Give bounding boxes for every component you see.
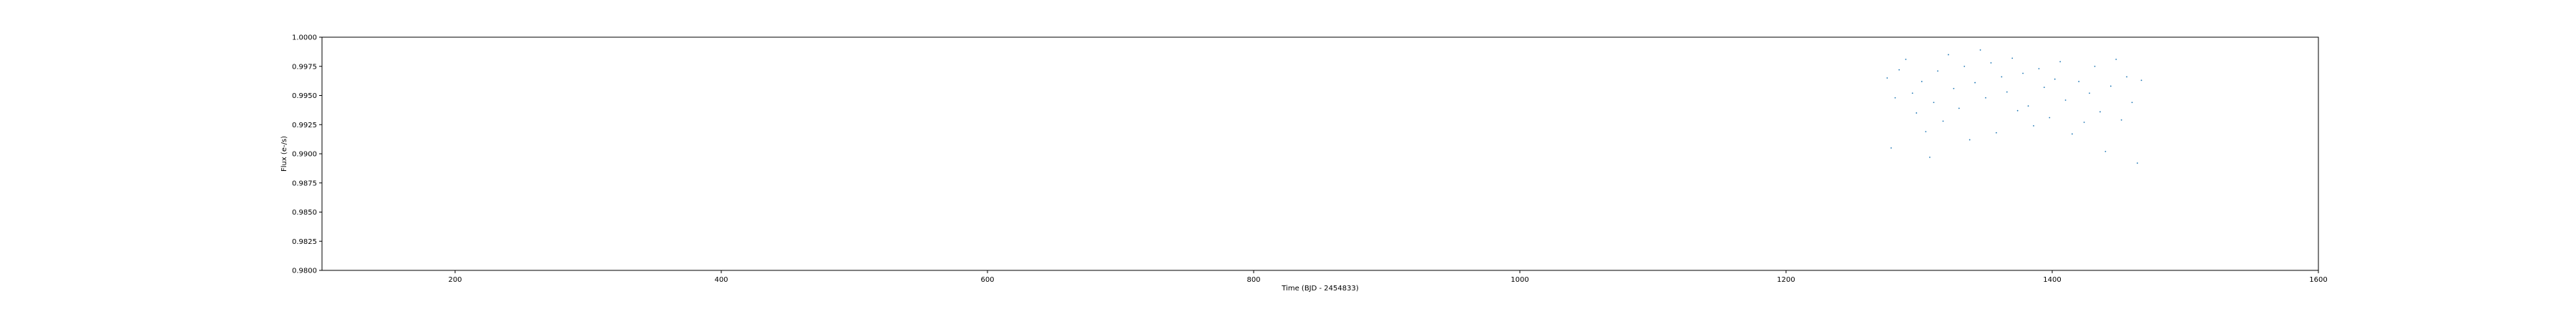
data-point [1905,59,1907,60]
data-point [1898,69,1901,71]
data-point [1974,82,1976,84]
x-tick-label: 600 [980,276,994,284]
y-tick-label: 0.9850 [292,209,317,217]
data-point [1942,120,1944,122]
x-tick-label: 1600 [2309,276,2327,284]
y-tick-label: 0.9800 [292,268,317,275]
data-point [2006,91,2008,93]
data-point [2137,162,2138,164]
x-tick-label: 1200 [1777,276,1795,284]
data-point [1916,112,1918,114]
data-point [1928,156,1931,158]
data-point [2094,65,2096,67]
data-point [2072,133,2073,135]
data-point [1890,147,1892,149]
y-tick-label: 0.9900 [292,151,317,159]
plot-frame [321,36,2319,271]
data-point [1948,54,1949,56]
y-tick-label: 0.9925 [292,122,317,129]
data-point [1963,65,1966,67]
data-point [1985,97,1986,99]
y-tick-label: 0.9975 [292,63,317,71]
data-point [2043,87,2045,88]
data-point [1995,132,1997,134]
y-axis: 0.9800 0.9825 0.9850 0.9875 0.9900 0.9925 0.99… [292,34,322,275]
data-point [1958,107,1960,109]
data-point [2083,122,2085,123]
data-point [2126,76,2128,78]
x-tick-label: 200 [448,276,462,284]
y-tick-label: 0.9875 [292,180,317,187]
y-tick-label: 1.0000 [292,34,317,42]
data-point [2115,59,2117,60]
data-point [1968,139,1971,141]
data-point [1925,131,1927,132]
y-axis-label: Flux (e-/s) [280,136,288,172]
x-axis-label: Time (BJD - 2454833) [1281,285,1359,293]
data-point [1953,87,1955,89]
data-point [2022,72,2024,74]
y-tick-label: 0.9825 [292,238,317,246]
data-point [2131,102,2133,104]
data-point [2099,111,2101,113]
x-axis: 200 400 600 800 1000 1200 1400 1600 [448,270,2328,284]
data-point [2016,109,2019,112]
x-tick-label: 400 [714,276,728,284]
data-point [2140,79,2142,82]
data-point [2027,105,2029,107]
data-point [2120,119,2122,121]
data-point [2104,150,2107,152]
data-point [2064,99,2067,101]
data-point [1911,92,1913,94]
x-tick-label: 1400 [2043,276,2061,284]
data-point [2054,78,2056,80]
data-point [2109,85,2112,87]
data-point [1990,62,1992,64]
data-point [2033,124,2034,127]
data-points [1886,49,2142,164]
data-point [1921,81,1923,82]
data-point [2059,61,2062,63]
data-point [1886,77,1888,79]
y-tick-label: 0.9950 [292,92,317,100]
data-point [2001,76,2003,78]
data-point [2078,81,2080,82]
data-point [2038,68,2040,69]
data-point [2049,117,2051,119]
data-point [2089,92,2090,94]
data-point [1894,97,1896,99]
x-tick-label: 1000 [1511,276,1528,284]
data-point [1933,102,1935,104]
data-point [1979,49,1981,51]
data-point [1937,70,1938,72]
data-point [2011,57,2014,59]
x-tick-label: 800 [1246,276,1260,284]
